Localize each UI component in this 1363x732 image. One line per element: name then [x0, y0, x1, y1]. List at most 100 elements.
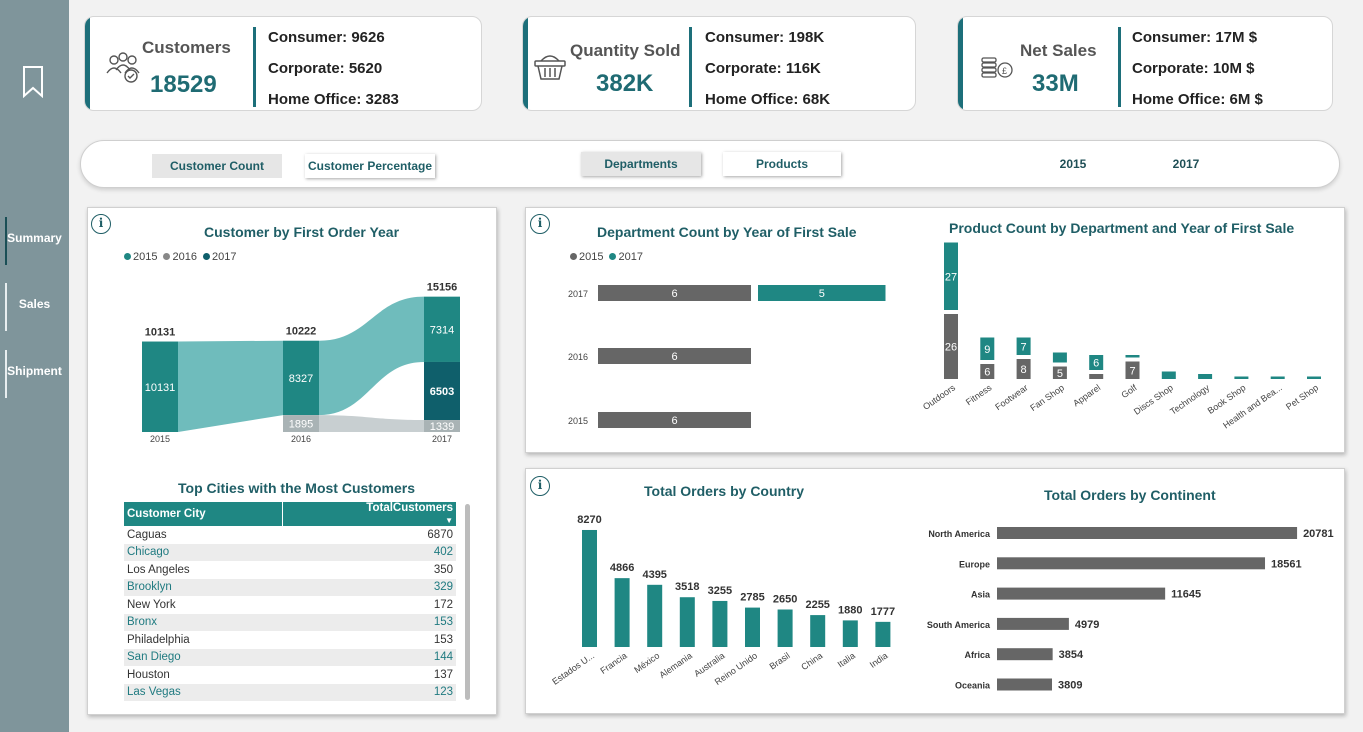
table-row[interactable]: Los Angeles 350: [124, 561, 456, 579]
x-tick-label: Golf: [1119, 382, 1139, 400]
departments-button[interactable]: Departments: [581, 152, 701, 176]
city-cell: Bronx: [124, 613, 283, 631]
flow-2015-2017: [319, 296, 424, 416]
dept-chart-title: Department Count by Year of First Sale: [597, 224, 857, 240]
country-bar[interactable]: [679, 597, 695, 647]
kpi-title: Net Sales: [1020, 41, 1097, 60]
node-2017-from-2015[interactable]: [424, 296, 460, 362]
bar-2017[interactable]: [758, 285, 886, 301]
bar-2017[interactable]: [1234, 376, 1249, 380]
country-bar[interactable]: [745, 607, 760, 647]
card-divider: [689, 27, 692, 107]
bar-2015[interactable]: [1016, 359, 1031, 379]
country-bar[interactable]: [777, 609, 793, 647]
country-bar[interactable]: [712, 600, 728, 647]
table-row[interactable]: Chicago 402: [124, 543, 456, 561]
kpi-title: Quantity Sold: [570, 41, 681, 60]
continent-bar[interactable]: [997, 587, 1166, 600]
bar-2017[interactable]: [1270, 376, 1285, 380]
year-2017-button[interactable]: 2017: [1172, 157, 1200, 171]
info-icon[interactable]: i: [530, 476, 550, 496]
table-row[interactable]: New York 172: [124, 596, 456, 614]
flow-2016-2017: [319, 415, 424, 432]
continent-bar[interactable]: [997, 557, 1266, 570]
y-tick-label: Africa: [964, 650, 991, 660]
country-bar[interactable]: [842, 620, 858, 647]
card-accent: [85, 17, 90, 110]
bar-2017[interactable]: [944, 242, 958, 311]
customer-flow-title: Customer by First Order Year: [204, 224, 400, 240]
bar-2017[interactable]: [980, 337, 995, 361]
bar-2017[interactable]: [1307, 376, 1321, 380]
bar-value-label: 4866: [610, 562, 634, 574]
info-icon[interactable]: i: [91, 214, 111, 234]
bar-2017[interactable]: [1016, 337, 1031, 356]
table-row[interactable]: Brooklyn 329: [124, 578, 456, 596]
table-row[interactable]: Caguas 6870: [124, 526, 456, 544]
node-2016-from-2015[interactable]: [283, 340, 319, 416]
bar-2015[interactable]: [1089, 374, 1104, 379]
kpi-customers-card: Customers 18529 Consumer: 9626 Corporate…: [84, 16, 482, 111]
customer-percentage-button[interactable]: Customer Percentage: [305, 154, 435, 178]
bar-2015[interactable]: [1125, 361, 1140, 380]
bar-2015[interactable]: [1052, 366, 1067, 380]
products-button[interactable]: Products: [723, 152, 841, 176]
column-total-label: 10131: [145, 327, 176, 339]
node-2016-from-2016-label: 1895: [289, 419, 313, 431]
country-bar[interactable]: [614, 578, 630, 647]
bar-2015[interactable]: [598, 285, 751, 301]
basket-icon: [534, 55, 566, 80]
nav-shipment-label: Shipment: [7, 364, 62, 378]
continent-bar[interactable]: [997, 527, 1298, 539]
bar-label: 5: [1057, 368, 1063, 380]
table-row[interactable]: Las Vegas 123: [124, 683, 456, 701]
table-row[interactable]: Bronx 153: [124, 613, 456, 631]
bar-2015[interactable]: [980, 364, 995, 379]
node-2017-from-2017[interactable]: [424, 361, 460, 421]
bar-2015[interactable]: [598, 412, 751, 428]
country-bar[interactable]: [582, 529, 597, 647]
table-row[interactable]: Houston 137: [124, 666, 456, 684]
kpi-title: Customers: [142, 38, 231, 57]
nav-shipment[interactable]: Shipment: [0, 350, 69, 398]
nav-indicator: [5, 350, 7, 398]
bar-2017[interactable]: [1161, 371, 1176, 380]
continent-bar[interactable]: [997, 678, 1053, 691]
info-icon[interactable]: i: [530, 214, 550, 234]
column-header-city[interactable]: Customer City: [124, 502, 283, 526]
bookmark-icon[interactable]: [22, 66, 44, 98]
country-chart-title: Total Orders by Country: [644, 483, 804, 499]
country-bar[interactable]: [647, 584, 663, 647]
continent-bar[interactable]: [997, 648, 1053, 661]
total-customers-cell: 153: [433, 633, 453, 646]
total-customers-cell: 6870: [427, 528, 453, 541]
filter-bar: Customer Count Customer Percentage Depar…: [80, 140, 1340, 188]
nav-summary[interactable]: Summary: [0, 217, 69, 265]
table-row[interactable]: Philadelphia 153: [124, 631, 456, 649]
bar-2017[interactable]: [1052, 352, 1067, 363]
bar-2015[interactable]: [598, 348, 751, 364]
customer-count-button[interactable]: Customer Count: [152, 154, 282, 178]
node-2015-2015[interactable]: [142, 341, 178, 432]
coins-icon: £: [981, 57, 1013, 78]
continent-bar[interactable]: [997, 617, 1069, 630]
year-2015-button[interactable]: 2015: [1059, 157, 1087, 171]
bar-2017[interactable]: [1125, 355, 1140, 358]
bar-2015[interactable]: [944, 314, 958, 379]
city-cell: Caguas: [127, 528, 167, 541]
country-bar[interactable]: [810, 615, 826, 647]
nav-sales[interactable]: Sales: [0, 283, 69, 331]
node-2016-from-2016[interactable]: [283, 415, 319, 432]
column-header-total[interactable]: TotalCustomers ▼: [281, 502, 456, 526]
table-row[interactable]: San Diego 144: [124, 648, 456, 666]
bar-2017[interactable]: [1198, 374, 1213, 379]
table-scrollbar[interactable]: [465, 504, 470, 700]
customer-flow-legend: 2015 2016 2017: [124, 251, 236, 263]
bar-2017[interactable]: [1089, 355, 1104, 370]
country-bar[interactable]: [875, 621, 891, 647]
bar-label: 8: [1021, 364, 1027, 376]
bar-value-label: 4395: [642, 569, 666, 581]
year-axis-label: 2017: [432, 434, 452, 444]
node-2017-from-2016[interactable]: [424, 420, 460, 432]
x-tick-label: Estados U...: [550, 650, 596, 686]
